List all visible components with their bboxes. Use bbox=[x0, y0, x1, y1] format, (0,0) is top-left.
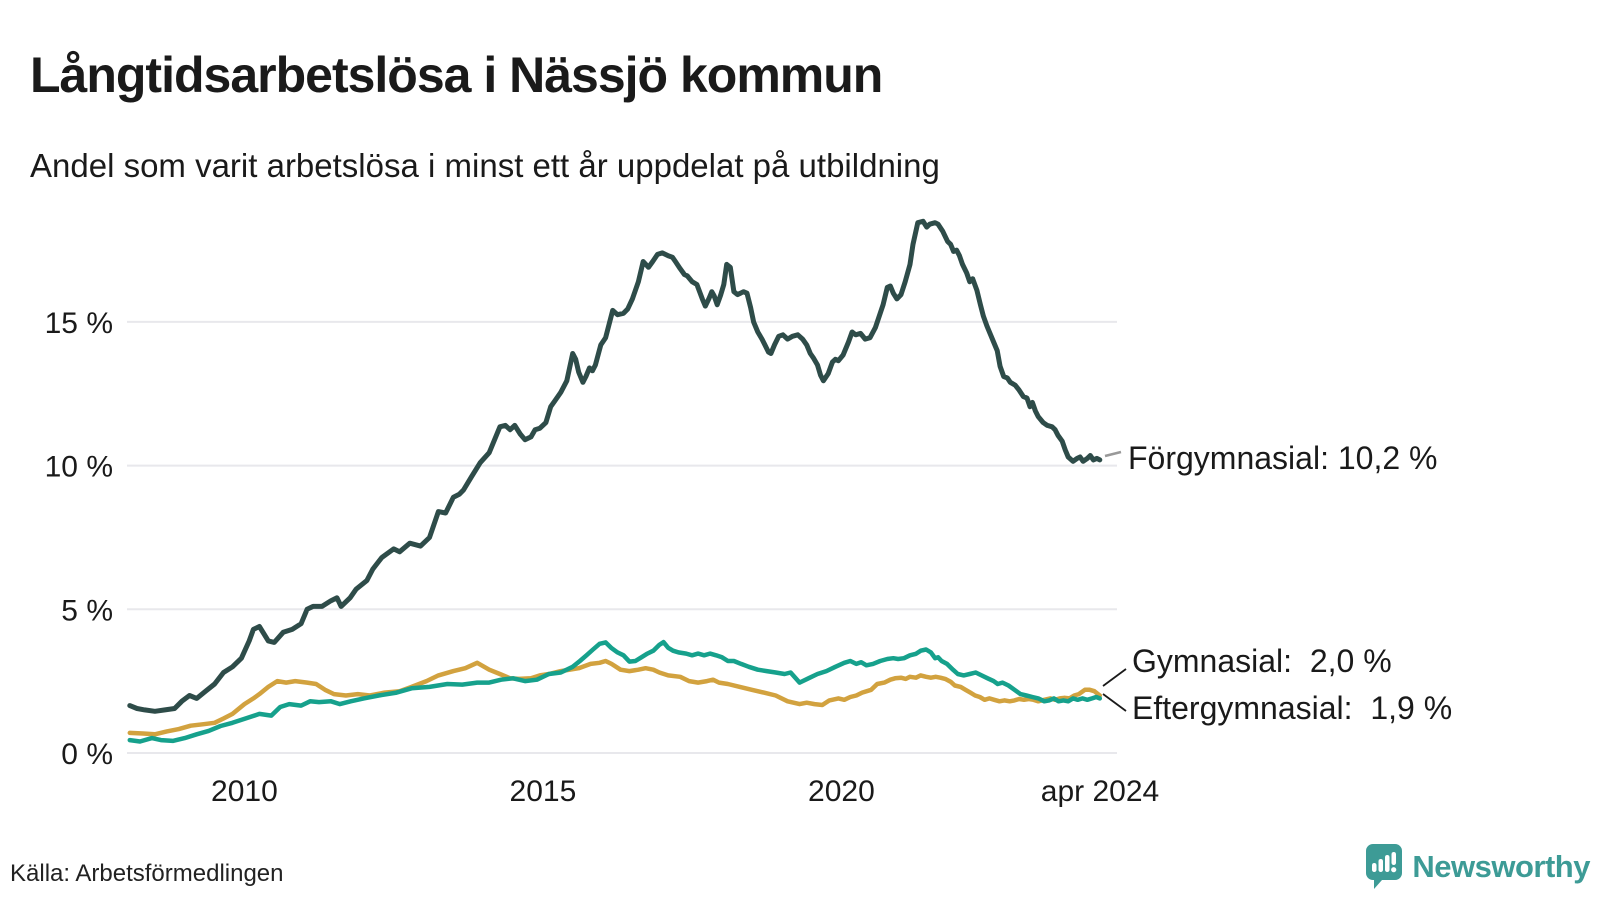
leader-line-eftergymnasial bbox=[1102, 693, 1127, 712]
leader-line-gymnasial bbox=[1102, 668, 1127, 687]
series-label-forgymnasial: Förgymnasial: 10,2 % bbox=[1128, 440, 1437, 476]
series-label-eftergymnasial: Eftergymnasial: 1,9 % bbox=[1132, 690, 1452, 726]
series-label-gymnasial: Gymnasial: 2,0 % bbox=[1132, 643, 1392, 679]
series-line-förgymnasial bbox=[127, 218, 1103, 714]
x-tick-label-2015: 2015 bbox=[510, 775, 577, 808]
y-tick-label-15: 15 % bbox=[45, 307, 113, 340]
brand-name: Newsworthy bbox=[1412, 848, 1590, 884]
x-tick-label-2010: 2010 bbox=[211, 775, 278, 808]
grid-and-axes: 0 % 5 % 10 % 15 % 2010 2015 2020 apr 2024 bbox=[45, 307, 1160, 808]
source-note: Källa: Arbetsförmedlingen bbox=[10, 860, 284, 887]
series-line-gymnasial bbox=[127, 658, 1103, 737]
x-tick-label-apr-2024: apr 2024 bbox=[1041, 775, 1159, 808]
series-lines bbox=[127, 218, 1103, 744]
chart-subtitle: Andel som varit arbetslösa i minst ett å… bbox=[30, 147, 940, 184]
x-tick-label-2020: 2020 bbox=[808, 775, 875, 808]
y-tick-label-0: 0 % bbox=[61, 738, 113, 771]
series-line-eftergymnasial bbox=[127, 639, 1103, 744]
page-title: Långtidsarbetslösa i Nässjö kommun bbox=[30, 46, 883, 103]
leader-line-forgymnasial bbox=[1104, 450, 1122, 458]
y-tick-label-5: 5 % bbox=[61, 594, 113, 627]
newsworthy-logo: Newsworthy bbox=[1363, 843, 1590, 890]
speech-bubble-bar-chart-icon bbox=[1366, 844, 1403, 889]
y-tick-label-10: 10 % bbox=[45, 451, 113, 484]
